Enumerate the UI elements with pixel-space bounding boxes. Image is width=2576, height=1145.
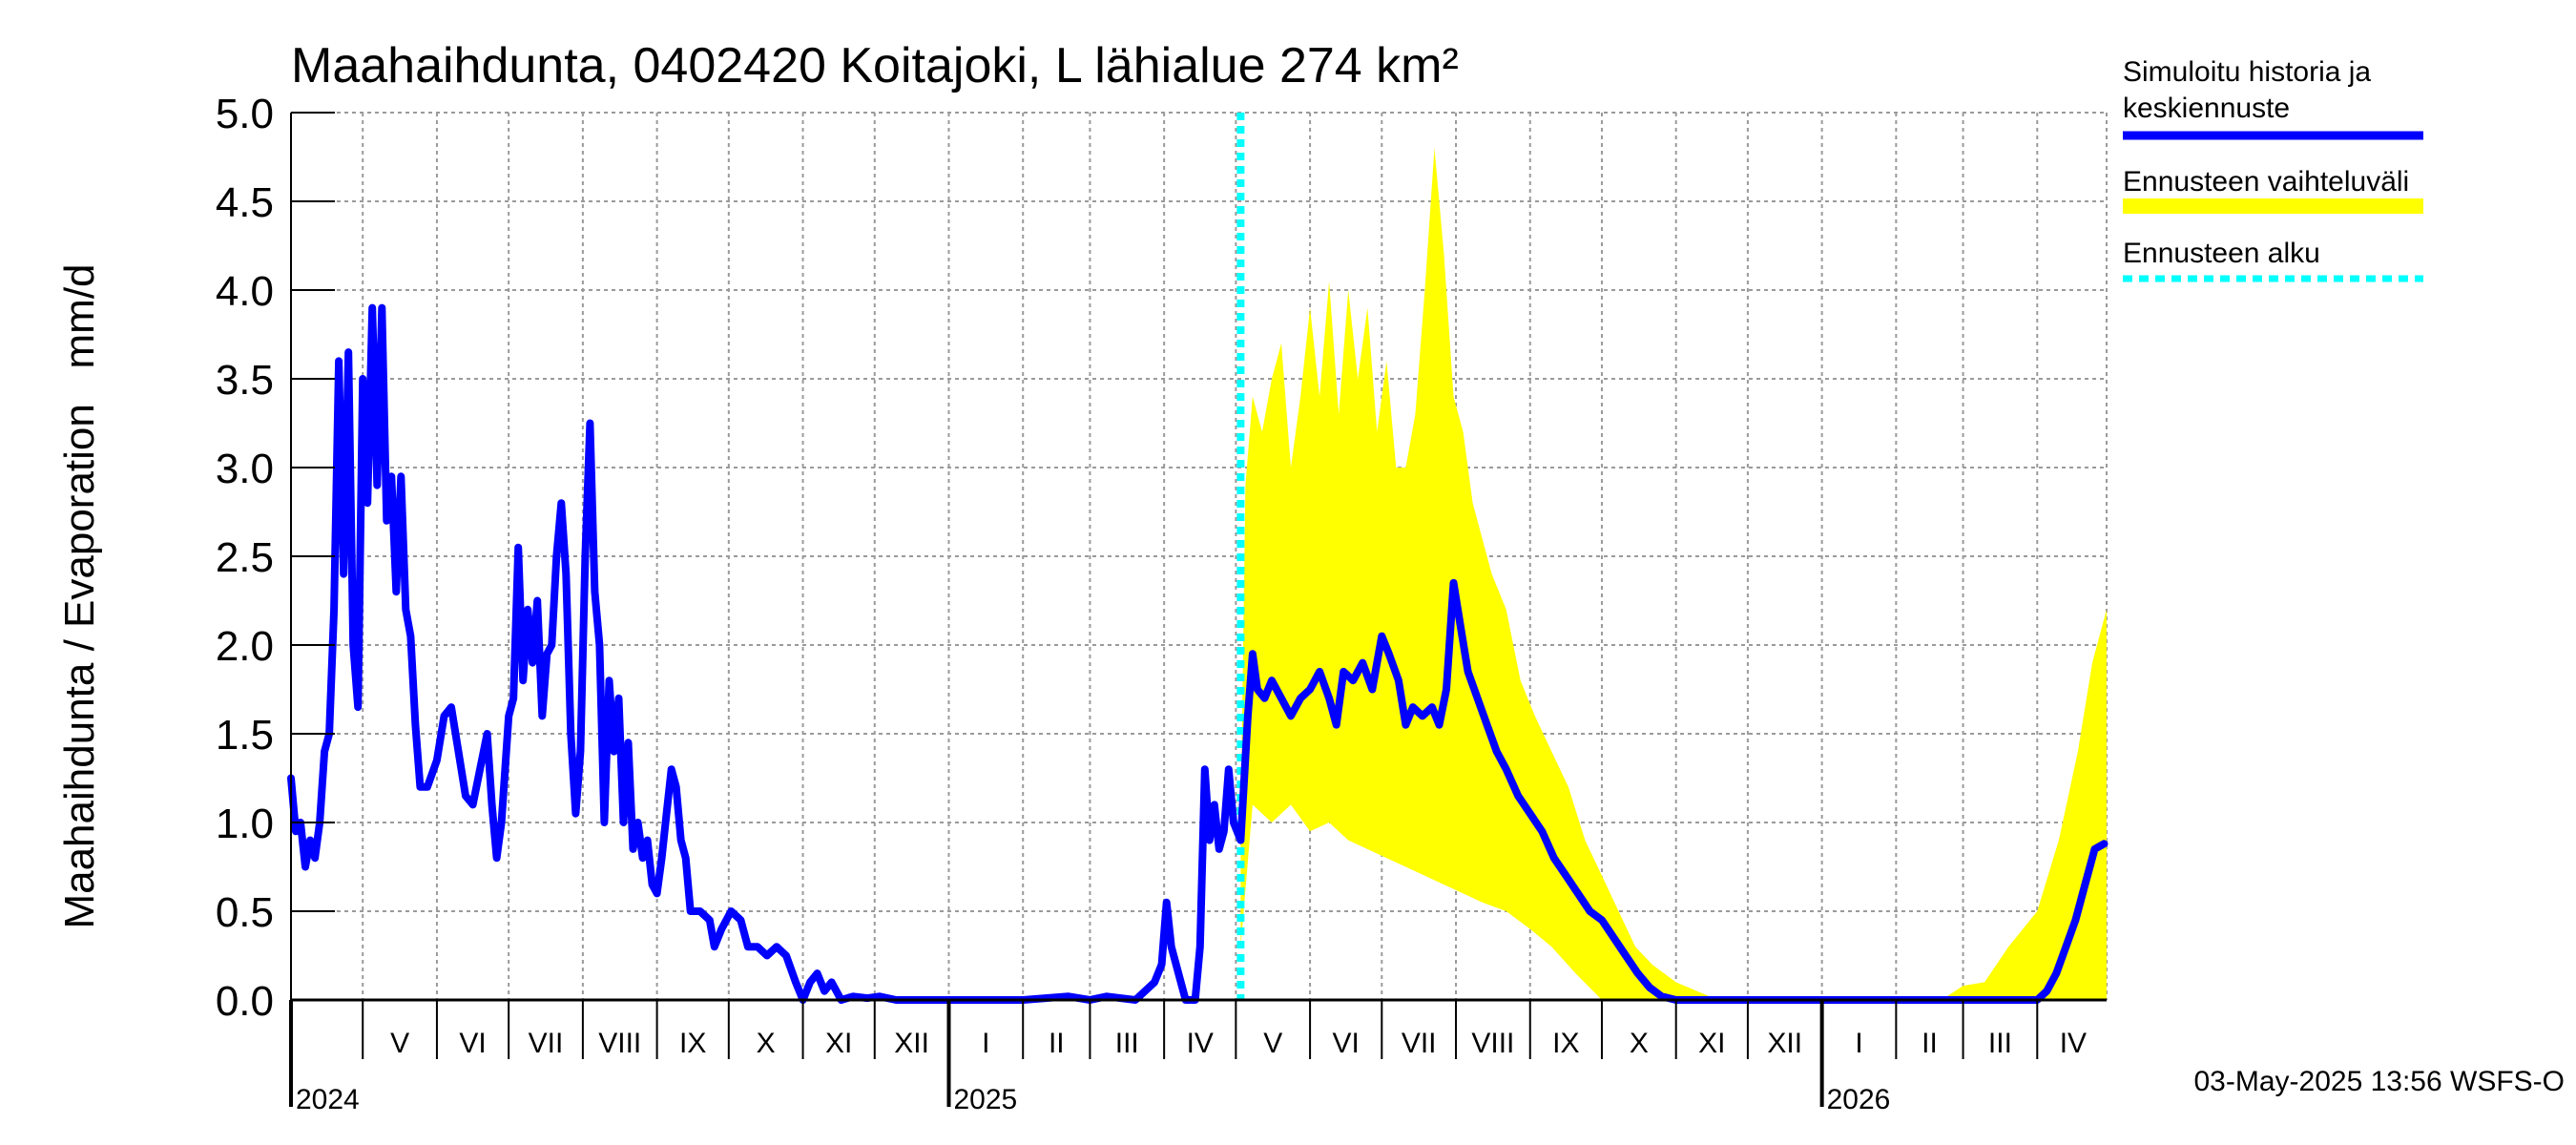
legend-label-simulated-line1: Simuloitu historia ja [2123,56,2371,88]
series-layer [287,303,2109,1004]
y-tick-label: 2.0 [216,623,274,670]
series-line-simulated [287,303,2109,1004]
month-label: III [1988,1028,2012,1059]
chart-title: Maahaihdunta, 0402420 Koitajoki, L lähia… [291,38,1459,94]
month-label: IX [679,1028,706,1059]
month-label: VII [529,1028,564,1059]
month-label: IV [2060,1028,2087,1059]
y-axis-label: Maahaihdunta / Evaporation mm/d [56,263,103,928]
month-label: XI [825,1028,852,1059]
forecast-range-band [1240,148,2107,1000]
legend-label-forecast-start: Ennusteen alku [2123,238,2320,269]
month-label: VI [459,1028,486,1059]
month-label: III [1115,1028,1139,1059]
y-tick-label: 1.5 [216,712,274,759]
y-tick-label: 4.5 [216,179,274,226]
year-label: 2025 [953,1084,1017,1115]
y-tick-label: 4.0 [216,268,274,315]
month-label: II [1049,1028,1065,1059]
month-label: XII [894,1028,929,1059]
month-label: VII [1402,1028,1437,1059]
year-label: 2026 [1827,1084,1891,1115]
y-tick-label: 2.5 [216,534,274,581]
legend-label-simulated-line2: keskiennuste [2123,93,2290,124]
y-tick-label: 3.5 [216,357,274,404]
month-label: VIII [1471,1028,1514,1059]
y-tick-label: 3.0 [216,446,274,492]
month-label: X [757,1028,776,1059]
month-label: I [1855,1028,1862,1059]
month-label: VIII [598,1028,641,1059]
month-label: XII [1767,1028,1802,1059]
month-label: IV [1187,1028,1214,1059]
x-month-labels: V VI VII VIII IX X XI XII I II III IV V VI VII VIII IX X X… [390,1028,2087,1059]
y-tick-label: 0.0 [216,978,274,1025]
y-tick-label: 5.0 [216,91,274,137]
month-label: V [390,1028,409,1059]
y-tick-label: 1.0 [216,801,274,847]
month-label: VI [1333,1028,1360,1059]
y-tick-label: 0.5 [216,889,274,936]
month-label: X [1630,1028,1649,1059]
forecast-band-area [1240,148,2107,1000]
y-tick-labels: 0.0 0.5 1.0 1.5 2.0 2.5 3.0 3.5 4.0 4.5 5.0 [216,91,274,1025]
year-label: 2024 [296,1084,360,1115]
legend-label-simulated: Simuloitu historia ja keskiennuste [2123,56,2379,124]
axes [289,112,2107,1107]
legend: Simuloitu historia ja keskiennuste Ennus… [2123,56,2423,282]
month-label: II [1922,1028,1938,1059]
month-label: I [982,1028,989,1059]
timestamp-footer: 03-May-2025 13:56 WSFS-O [2194,1066,2566,1097]
month-label: IX [1552,1028,1579,1059]
month-label: XI [1698,1028,1725,1059]
month-label: V [1263,1028,1282,1059]
legend-label-range: Ennusteen vaihteluväli [2123,166,2409,198]
x-year-labels: 2024 2025 2026 [296,1084,1890,1115]
